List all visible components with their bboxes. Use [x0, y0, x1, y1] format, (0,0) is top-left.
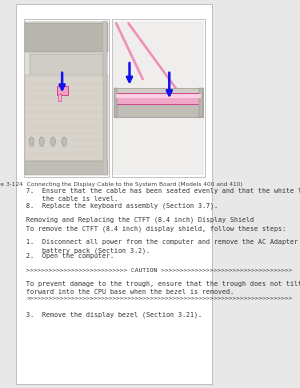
- Text: To remove the CTFT (8.4 inch) display shield, follow these steps:: To remove the CTFT (8.4 inch) display sh…: [26, 225, 286, 232]
- Bar: [103, 21, 107, 175]
- Bar: [112, 19, 205, 177]
- Bar: [57, 86, 68, 95]
- Text: >>>>>>>>>>>>>>>>>>>>>>>>>>> CAUTION >>>>>>>>>>>>>>>>>>>>>>>>>>>>>>>>>>>: >>>>>>>>>>>>>>>>>>>>>>>>>>> CAUTION >>>>…: [26, 268, 293, 274]
- Circle shape: [39, 137, 44, 146]
- Text: 3.  Remove the display bezel (Section 3.21).: 3. Remove the display bezel (Section 3.2…: [26, 311, 203, 318]
- Text: To prevent damage to the trough, ensure that the trough does not tilt
forward in: To prevent damage to the trough, ensure …: [26, 281, 300, 295]
- Text: 2.  Open the computer.: 2. Open the computer.: [26, 253, 114, 259]
- Text: 8.  Replace the keyboard assembly (Section 3.7).: 8. Replace the keyboard assembly (Sectio…: [26, 203, 218, 209]
- Bar: [116, 94, 201, 98]
- Text: Figure 3-124  Connecting the Display Cable to the System Board (Models 400 and 4: Figure 3-124 Connecting the Display Cabl…: [0, 182, 243, 187]
- Bar: [31, 54, 103, 78]
- Bar: [26, 23, 108, 52]
- Bar: [26, 21, 108, 175]
- Bar: [24, 19, 109, 177]
- Bar: [114, 88, 117, 117]
- Bar: [114, 88, 203, 102]
- Text: >>>>>>>>>>>>>>>>>>>>>>>>>>>>>>>>>>>>>>>>>>>>>>>>>>>>>>>>>>>>>>>>>>>>>>>: >>>>>>>>>>>>>>>>>>>>>>>>>>>>>>>>>>>>>>>>…: [26, 297, 293, 302]
- Bar: [113, 21, 204, 175]
- Bar: [114, 102, 203, 117]
- Text: Removing and Replacing the CTFT (8.4 inch) Display Shield: Removing and Replacing the CTFT (8.4 inc…: [26, 216, 254, 223]
- Bar: [199, 88, 203, 117]
- Circle shape: [62, 137, 67, 146]
- Circle shape: [50, 137, 56, 146]
- Bar: [115, 93, 202, 104]
- Bar: [26, 74, 108, 161]
- Bar: [26, 161, 108, 175]
- Circle shape: [29, 137, 34, 146]
- Text: 7.  Ensure that the cable has been seated evenly and that the white line on
    : 7. Ensure that the cable has been seated…: [26, 188, 300, 203]
- Text: 1.  Disconnect all power from the computer and remove the AC Adapter and
    bat: 1. Disconnect all power from the compute…: [26, 239, 300, 254]
- Bar: [58, 94, 61, 100]
